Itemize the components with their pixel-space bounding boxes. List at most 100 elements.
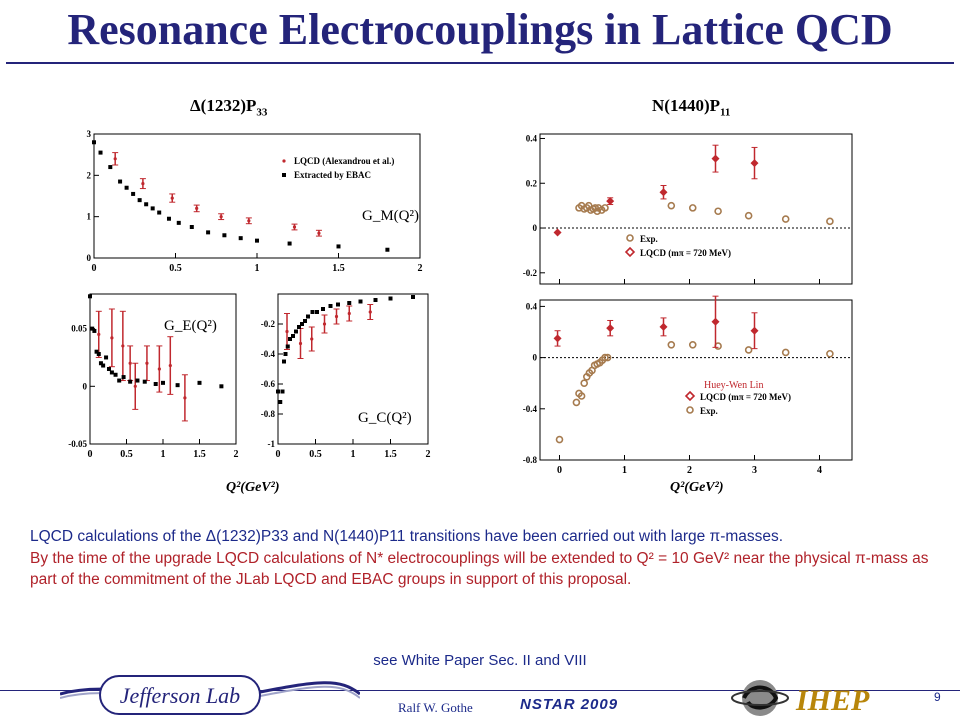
ge-xtick-label: 0.5 [120,449,133,460]
gc-ebac-point [306,314,310,319]
ge-ytick-label: -0.05 [68,439,87,449]
gm-chart: 0 0.5 1 1.5 2 0 1 2 3 G_M(Q²) LQCD (Alexandrou et … [87,129,423,274]
f2-xtick-label: 4 [817,465,822,476]
gc-ebac-point [280,389,285,394]
gm-ebac-point [336,244,341,249]
ge-lqcd-point [128,361,132,365]
gm-lqcd-point [170,196,174,200]
gc-ebac-point [278,400,283,404]
gc-chart: 0 0.5 1 1.5 2 -1 -0.8 -0.6 -0.4 -0.2 G_C(Q²) [261,293,431,460]
page-number: 9 [934,690,941,704]
gm-ebac-point [157,210,162,215]
ge-xtick-label: 1.5 [193,449,206,460]
ge-ebac-point [135,378,140,383]
f2-exp-point [577,392,586,400]
gm-ebac-point [144,202,149,207]
gm-ebac-point [118,179,123,184]
gm-ebac-point [108,165,113,170]
f2-legend-marker [684,390,696,402]
gc-ebac-point [315,310,319,314]
gm-xtick-label: 1 [255,263,260,274]
hwlin-note: Huey-Wen Lin [704,380,763,391]
gc-ebac-point [288,337,292,341]
gm-ebac-point [124,185,129,190]
f2-exp-point [781,348,790,357]
ge-ebac-point [219,384,224,389]
f1-legend-label: LQCD (mπ = 720 MeV) [640,248,731,258]
f2-exp-point [603,353,612,362]
gm-lqcd-point [247,219,251,223]
gm-lqcd-point [292,225,297,229]
ge-ebac-point [117,378,122,383]
ge-ebac-point [161,380,165,385]
ge-ebac-point [142,379,147,384]
gc-lqcd-point [368,310,372,314]
gm-ebac-point [166,216,171,221]
f1-exp-point [744,211,753,220]
gc-ebac-point [321,307,325,311]
f2-ytick-label: 0 [533,353,538,363]
gm-xtick-label: 0.5 [169,263,182,274]
left-x-axis-label: Q²(GeV²) [226,480,280,495]
ge-ebac-point [92,328,97,333]
gm-ytick-label: 0 [87,253,92,263]
right-x-axis-label: Q²(GeV²) [670,480,724,495]
see-also-text: see White Paper Sec. II and VIII [373,652,587,669]
n1440-label-sub: 11 [719,106,731,119]
f1-exp-point [714,207,722,216]
gc-ebac-point [328,304,333,308]
gc-lqcd-point [334,314,339,319]
ge-ebac-point [197,380,202,385]
conference-name: NSTAR 2009 [520,696,619,713]
ihep-logo: IHEP [731,680,870,717]
f2-lqcd-point [750,326,759,335]
gm-ebac-point [385,247,390,252]
gc-xtick-label: 1 [351,449,356,460]
jefferson-lab-logo: Jefferson Lab [60,675,360,715]
f1-ytick-label: 0.4 [526,133,538,143]
gc-lqcd-point [347,311,351,316]
gc-ebac-point [336,302,340,307]
gm-lqcd-point [219,215,223,219]
f2-ytick-label: -0.4 [523,404,538,414]
gc-xtick-label: 2 [426,449,431,460]
body-red-text: By the time of the upgrade LQCD calculat… [30,549,929,589]
f1-exp-point [667,201,676,210]
gc-ebac-point [297,325,301,329]
ge-lqcd-point [183,396,187,400]
ge-lqcd-point [97,332,101,336]
gm-ebac-point [137,198,142,203]
gc-ytick-label: -0.8 [261,409,276,419]
gc-ebac-point [294,329,298,334]
f2-legend-marker [686,406,694,414]
f2-chart: 0 1 2 3 4 -0.8 -0.4 0 0.4 LQCD (mπ = 720 MeV) Exp.… [523,295,853,476]
f1-exp-point [781,215,790,223]
f1-lqcd-point [711,154,720,163]
f1-lqcd-point [606,197,615,206]
ihep-logo-text: IHEP [795,684,870,717]
f2-exp-point [572,398,581,407]
f2-ytick-label: 0.4 [526,301,538,311]
gm-legend-marker [282,159,286,163]
gm-ebac-point [206,230,211,235]
f1-frame [539,133,853,285]
gc-ytick-label: -0.6 [261,379,276,389]
gc-ebac-point [276,389,280,394]
footer-divider [0,690,960,691]
f1-ytick-label: -0.2 [523,268,538,278]
gm-legend-marker [282,173,286,177]
body-text: LQCD calculations of the Δ(1232)P33 and … [30,526,930,591]
f1-legend-marker [626,234,634,242]
jefferson-lab-logo-text: Jefferson Lab [120,683,240,708]
f1-chart: -0.2 0 0.2 0.4 Exp. LQCD (mπ = 720 MeV) [523,133,853,285]
gm-xtick-label: 0 [92,263,97,274]
gc-ebac-point [347,301,352,305]
ge-ebac-point [128,379,133,384]
gm-ytick-label: 2 [87,170,92,180]
gm-ebac-point [98,150,103,155]
gc-xtick-label: 0.5 [309,449,322,460]
f1-exp-point [688,204,697,212]
f1-ytick-label: 0.2 [526,178,538,188]
gc-ebac-point [282,359,286,364]
